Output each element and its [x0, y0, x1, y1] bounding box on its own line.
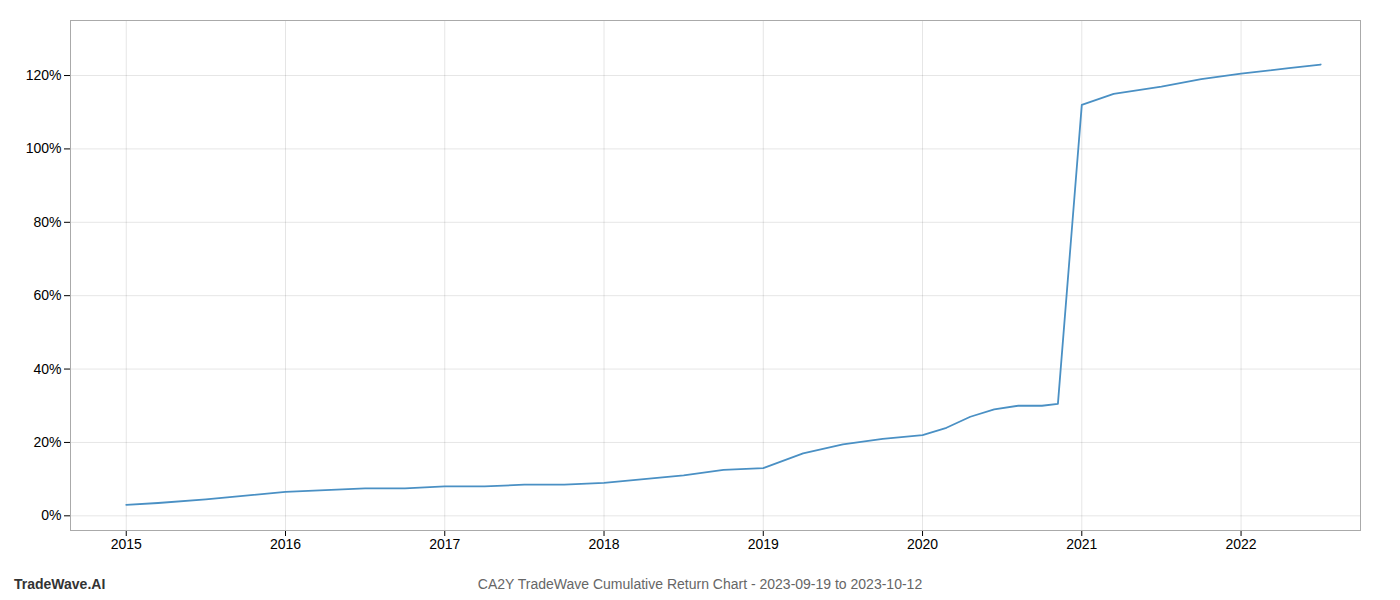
svg-text:40%: 40%	[33, 361, 61, 377]
svg-text:120%: 120%	[26, 67, 62, 83]
svg-text:2018: 2018	[588, 536, 619, 552]
svg-text:2019: 2019	[748, 536, 779, 552]
svg-text:2017: 2017	[429, 536, 460, 552]
svg-text:2020: 2020	[907, 536, 938, 552]
svg-text:20%: 20%	[33, 434, 61, 450]
html-text:TradeWave.AI: TradeWave.AI	[14, 576, 106, 592]
svg-text:2021: 2021	[1066, 536, 1097, 552]
svg-text:100%: 100%	[26, 140, 62, 156]
svg-text:2022: 2022	[1225, 536, 1256, 552]
svg-text:2015: 2015	[111, 536, 142, 552]
svg-text:2016: 2016	[270, 536, 301, 552]
svg-text:80%: 80%	[33, 214, 61, 230]
svg-text:0%: 0%	[41, 507, 61, 523]
svg-text:60%: 60%	[33, 287, 61, 303]
html-text:CA2Y TradeWave Cumulative Retu: CA2Y TradeWave Cumulative Return Chart -…	[477, 576, 923, 592]
